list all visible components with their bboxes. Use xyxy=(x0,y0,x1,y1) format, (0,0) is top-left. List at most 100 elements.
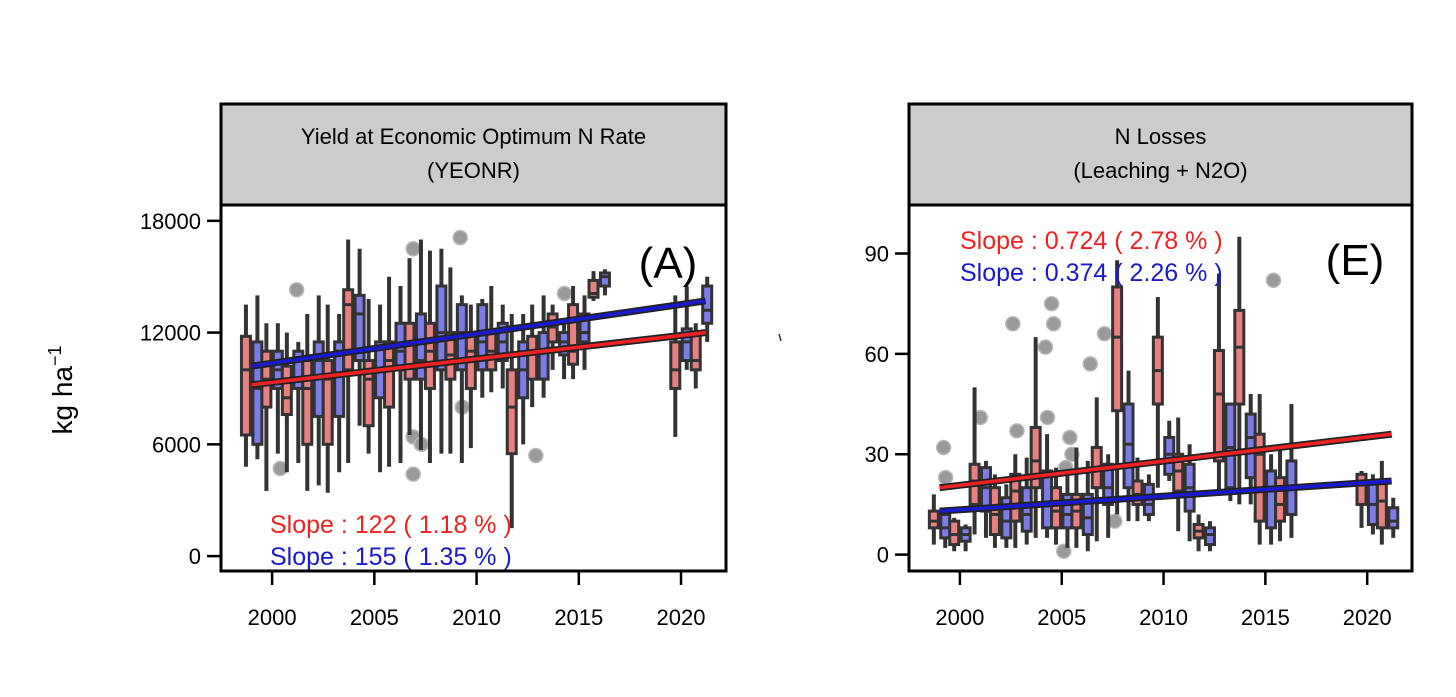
box-series-a-box xyxy=(1111,285,1124,413)
stray-tick-mark xyxy=(778,333,782,342)
box-series-a-box xyxy=(423,321,436,390)
x-tick-label: 2020 xyxy=(657,605,706,630)
x-tick-label: 2015 xyxy=(1241,605,1290,630)
panel-n-losses: N Losses (Leaching + N2O) 0 30 60 90 2000 2005 2… xyxy=(865,102,1414,630)
outlier-point xyxy=(405,466,421,482)
box-series-a-box xyxy=(1355,472,1368,506)
y-axis-label-superscript: −1 xyxy=(45,345,65,366)
panel-header xyxy=(219,102,728,207)
x-tick-label: 2020 xyxy=(1343,605,1392,630)
plot-frame xyxy=(219,203,728,573)
box-series-b-box xyxy=(1224,402,1237,490)
box-series-a-box xyxy=(567,303,580,366)
trend-line-series-a xyxy=(251,330,706,387)
outlier-point xyxy=(528,447,544,464)
box-series-a-box xyxy=(239,334,252,437)
box-series-a-box xyxy=(669,340,682,390)
box-series-b-box xyxy=(1203,526,1216,547)
y-tick-label: 60 xyxy=(865,342,889,367)
outlier-point xyxy=(1062,429,1078,446)
panel-title-line2: (YEONR) xyxy=(427,158,520,183)
box-series-b-box xyxy=(333,340,346,418)
slope-label-series-a: Slope : 122 ( 1.18 % ) xyxy=(270,511,512,539)
outlier-point xyxy=(405,241,421,257)
trend-line-series-b xyxy=(251,299,706,368)
box-series-a-box xyxy=(403,321,416,381)
box-series-b-box xyxy=(1387,506,1400,530)
outlier-point xyxy=(1045,316,1062,332)
box-series-a-box xyxy=(1009,472,1022,523)
outlier-point xyxy=(1043,295,1060,312)
y-tick-label: 0 xyxy=(189,544,201,569)
box-series-a-box xyxy=(526,334,539,381)
box-series-b-box xyxy=(598,271,611,288)
x-tick-label: 2000 xyxy=(248,605,297,630)
outlier-point xyxy=(1096,326,1113,342)
box-series-a-box xyxy=(948,519,961,547)
box-series-a-box xyxy=(1131,479,1144,506)
trend-line-series-a xyxy=(939,432,1392,490)
box-series-a-box xyxy=(587,278,600,299)
trend-line-series-b xyxy=(939,479,1392,513)
slope-label-series-b: Slope : 155 ( 1.35 % ) xyxy=(270,543,512,571)
panel-title-line2: (Leaching + N2O) xyxy=(1073,158,1247,183)
outlier-point xyxy=(1039,409,1056,426)
box-series-a-box xyxy=(1172,452,1185,493)
box-series-b-box xyxy=(1122,402,1135,490)
box-series-a-box xyxy=(1029,425,1042,490)
slope-label-series-b: Slope : 0.374 ( 2.26 % ) xyxy=(960,259,1223,287)
panel-title-line1: Yield at Economic Optimum N Rate xyxy=(301,124,646,149)
box-series-b-box xyxy=(537,331,550,381)
box-series-a-box xyxy=(280,364,293,417)
y-axis-label-text: kg ha xyxy=(47,366,78,435)
outlier-point xyxy=(1265,272,1282,289)
box-series-a-box xyxy=(1050,486,1063,530)
box-series-b-box xyxy=(1081,492,1094,537)
box-series-a-box xyxy=(342,288,355,372)
outlier-point xyxy=(935,439,952,456)
box-series-a-box xyxy=(301,359,314,446)
panel-header xyxy=(907,102,1414,207)
outlier-point xyxy=(1082,356,1098,372)
outlier-point xyxy=(1005,316,1021,332)
panel-yeonr: Yield at Economic Optimum N Rate (YEONR) 0… xyxy=(140,102,728,630)
x-tick-label: 2005 xyxy=(1037,605,1086,630)
outlier-point xyxy=(1009,423,1025,439)
y-tick-label: 90 xyxy=(865,242,889,267)
plot-frame xyxy=(907,203,1414,573)
box-series-a-box xyxy=(1375,479,1388,530)
box-series-b-box xyxy=(353,293,366,363)
y-tick-label: 30 xyxy=(865,442,889,467)
outlier-point xyxy=(288,281,305,298)
box-series-b-box xyxy=(1020,486,1033,533)
slope-label-series-a: Slope : 0.724 ( 2.78 % ) xyxy=(960,227,1223,255)
y-tick-label: 0 xyxy=(877,543,889,568)
box-series-b-box xyxy=(435,284,448,372)
outlier-point xyxy=(1037,339,1054,355)
panel-tag: (A) xyxy=(639,239,698,288)
box-series-a-box xyxy=(927,509,940,530)
box-series-a-box xyxy=(689,331,702,372)
box-series-a-box xyxy=(1253,432,1266,523)
panel-title-line1: N Losses xyxy=(1115,124,1207,149)
y-axis-label: kg ha−1 xyxy=(45,345,78,434)
outlier-point xyxy=(937,469,954,486)
outlier-point xyxy=(452,229,468,246)
panel-tag: (E) xyxy=(1326,236,1385,285)
box-series-a-box xyxy=(383,340,396,409)
outlier-point xyxy=(556,285,573,302)
box-series-b-box xyxy=(578,312,591,344)
x-tick-label: 2010 xyxy=(452,605,501,630)
y-tick-label: 6000 xyxy=(152,432,201,457)
box-series-a-box xyxy=(362,359,375,428)
box-series-a-box xyxy=(1274,476,1287,523)
box-series-a-box xyxy=(505,368,518,456)
box-series-a-box xyxy=(321,359,334,446)
y-tick-label: 18000 xyxy=(140,209,201,234)
box-series-a-box xyxy=(1212,349,1225,463)
box-series-a-box xyxy=(1233,308,1246,406)
svg-text:kg ha−1: kg ha−1 xyxy=(45,345,78,434)
x-tick-label: 2010 xyxy=(1139,605,1188,630)
x-tick-label: 2000 xyxy=(935,605,984,630)
